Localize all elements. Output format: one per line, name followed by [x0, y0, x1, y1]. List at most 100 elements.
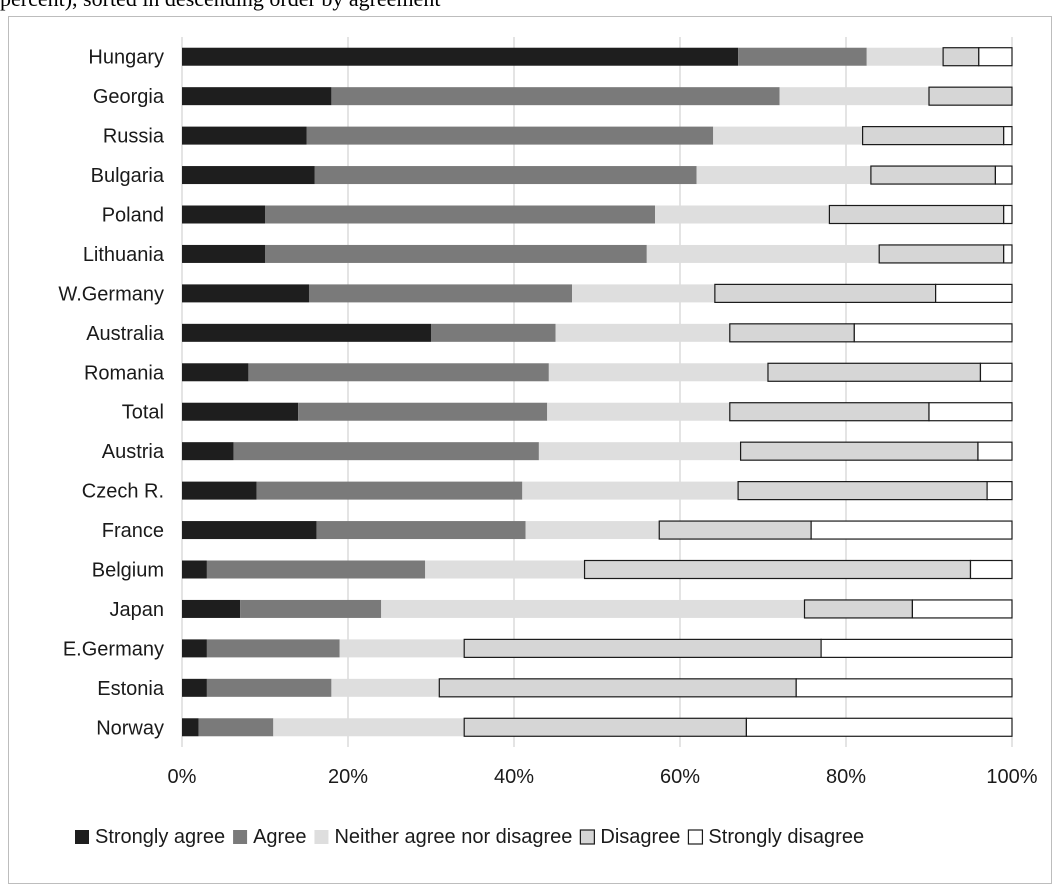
bar-lithuania-neither-agree-nor-disagree	[646, 244, 880, 263]
bar-france-agree	[316, 521, 526, 540]
bar-russia-strongly-agree	[182, 126, 307, 145]
bar-australia-disagree	[729, 323, 855, 343]
bar-austria-agree	[233, 442, 539, 461]
bar-norway-neither-agree-nor-disagree	[273, 718, 465, 737]
bar-poland-disagree	[828, 204, 1005, 225]
bar-e-germany-disagree	[463, 638, 822, 658]
category-label-total: Total	[122, 402, 164, 424]
legend-swatch-disagree	[579, 829, 595, 845]
legend-label-strongly-disagree: Strongly disagree	[708, 826, 864, 848]
bar-austria-disagree	[739, 441, 979, 461]
bar-bulgaria-disagree	[870, 165, 997, 185]
bar-japan-agree	[240, 599, 382, 618]
bar-czech-r-disagree	[737, 481, 988, 501]
bar-estonia-agree	[206, 678, 332, 697]
bar-poland-agree	[265, 205, 656, 224]
x-tick-label-0: 0%	[168, 766, 197, 788]
bar-total-neither-agree-nor-disagree	[547, 402, 730, 421]
bar-georgia-disagree	[928, 86, 1013, 106]
bar-australia-agree	[431, 323, 556, 342]
x-axis-ticks: 0% 20% 40% 60% 80% 100%	[168, 766, 1038, 788]
bar-russia-agree	[306, 126, 714, 145]
bar-france-strongly-agree	[182, 521, 317, 540]
bar-belgium-agree	[206, 560, 426, 579]
bar-france-strongly-disagree	[810, 520, 1013, 540]
category-label-lithuania: Lithuania	[83, 244, 165, 266]
bar-hungary-strongly-disagree	[978, 47, 1013, 67]
bar-japan-neither-agree-nor-disagree	[381, 599, 805, 618]
bar-belgium-strongly-disagree	[969, 559, 1013, 580]
category-label-australia: Australia	[86, 323, 165, 345]
bar-estonia-strongly-agree	[182, 678, 207, 697]
chart-frame: Hungary Georgia Russia Bulgaria Poland Lithua…	[8, 16, 1052, 884]
bar-belgium-strongly-agree	[182, 560, 207, 579]
category-label-estonia: Estonia	[97, 678, 165, 700]
category-label-austria: Austria	[102, 441, 165, 463]
bar-belgium-disagree	[583, 559, 972, 580]
bar-lithuania-strongly-disagree	[1003, 244, 1013, 264]
bar-romania-disagree	[767, 362, 982, 382]
bar-hungary-agree	[738, 47, 867, 66]
bar-japan-strongly-disagree	[911, 599, 1013, 619]
caption-fragment: percent), sorted in descending order by …	[0, 0, 1060, 14]
category-label-hungary: Hungary	[88, 47, 164, 69]
bar-georgia-strongly-agree	[182, 87, 332, 106]
bar-russia-neither-agree-nor-disagree	[713, 126, 863, 145]
category-label-georgia: Georgia	[93, 86, 165, 108]
bar-france-disagree	[658, 520, 812, 540]
bar-norway-disagree	[463, 717, 748, 737]
category-label-france: France	[102, 520, 164, 542]
bar-france-neither-agree-nor-disagree	[525, 521, 660, 540]
bar-poland-neither-agree-nor-disagree	[655, 205, 830, 224]
bar-russia-strongly-disagree	[1003, 126, 1013, 146]
bar-australia-strongly-disagree	[853, 323, 1013, 343]
bar-total-disagree	[729, 402, 930, 422]
bar-total-strongly-disagree	[928, 402, 1013, 422]
category-label-e-germany: E.Germany	[63, 638, 164, 660]
bar-norway-strongly-disagree	[745, 717, 1013, 737]
x-tick-label-40: 40%	[494, 766, 534, 788]
legend: Strongly agree Agree Neither agree nor dis…	[75, 826, 864, 848]
stacked-bar-chart: Hungary Georgia Russia Bulgaria Poland Lithua…	[58, 37, 1038, 848]
bar-belgium-neither-agree-nor-disagree	[425, 560, 585, 579]
category-labels: Hungary Georgia Russia Bulgaria Poland Lithua…	[58, 47, 164, 740]
bar-estonia-neither-agree-nor-disagree	[331, 678, 440, 697]
gridlines	[181, 37, 1013, 747]
bar-austria-neither-agree-nor-disagree	[538, 442, 741, 461]
bar-hungary-strongly-agree	[182, 47, 739, 66]
legend-swatch-strongly-disagree	[687, 829, 704, 845]
bar-e-germany-strongly-agree	[182, 639, 207, 658]
bar-bulgaria-agree	[314, 166, 697, 185]
category-label-czech-r: Czech R.	[82, 481, 164, 503]
category-label-norway: Norway	[96, 717, 164, 739]
bar-bulgaria-neither-agree-nor-disagree	[696, 166, 871, 185]
bar-e-germany-neither-agree-nor-disagree	[339, 639, 465, 658]
bar-georgia-agree	[331, 87, 780, 106]
bar-romania-strongly-disagree	[979, 362, 1013, 382]
bar-area	[182, 47, 1013, 737]
category-label-romania: Romania	[84, 362, 165, 384]
bar-e-germany-strongly-disagree	[820, 638, 1013, 658]
bar-russia-disagree	[861, 126, 1005, 146]
bar-w-germany-agree	[308, 284, 573, 303]
bar-austria-strongly-disagree	[977, 441, 1013, 461]
bar-czech-r-neither-agree-nor-disagree	[522, 481, 739, 500]
category-label-japan: Japan	[110, 599, 165, 621]
bar-norway-strongly-agree	[182, 718, 199, 737]
x-tick-label-60: 60%	[660, 766, 700, 788]
bar-australia-strongly-agree	[182, 323, 431, 342]
legend-swatch-neither-agree-nor-disagree	[314, 830, 329, 844]
category-label-poland: Poland	[102, 205, 164, 227]
bar-czech-r-strongly-disagree	[986, 481, 1013, 501]
legend-label-strongly-agree: Strongly agree	[95, 826, 225, 848]
bar-romania-neither-agree-nor-disagree	[548, 363, 768, 382]
bar-australia-neither-agree-nor-disagree	[555, 323, 730, 342]
bar-georgia-neither-agree-nor-disagree	[779, 87, 929, 106]
bar-japan-strongly-agree	[182, 599, 241, 618]
bar-lithuania-disagree	[878, 244, 1005, 264]
bar-poland-strongly-agree	[182, 205, 265, 224]
bar-lithuania-agree	[265, 244, 647, 263]
bar-hungary-neither-agree-nor-disagree	[866, 47, 944, 66]
legend-label-neither-agree-nor-disagree: Neither agree nor disagree	[334, 826, 572, 848]
bar-bulgaria-strongly-agree	[182, 166, 315, 185]
